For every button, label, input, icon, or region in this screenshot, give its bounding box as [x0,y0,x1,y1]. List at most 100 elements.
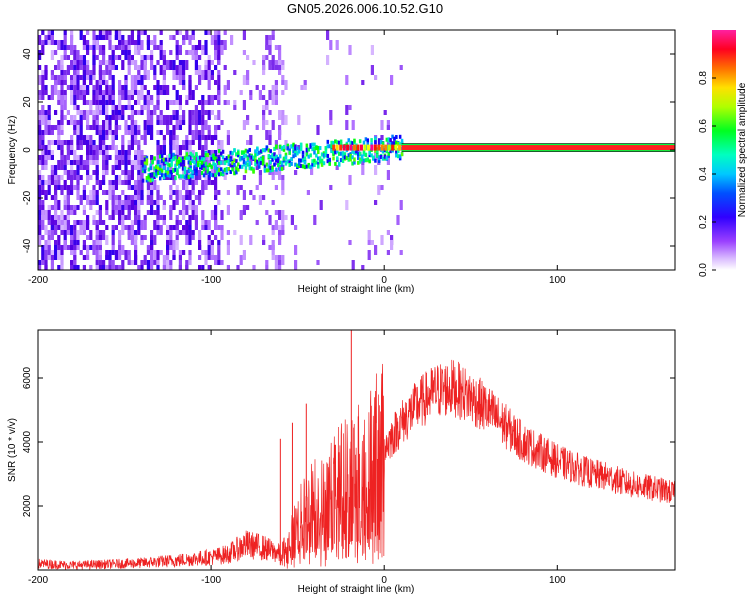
spectrogram-cell [297,158,301,163]
spectrogram-cell [210,245,214,255]
spectrogram-cell [143,85,147,90]
spectrogram-cell [70,160,74,165]
spectrogram-cell [38,235,42,245]
spectrogram-cell [250,166,253,171]
spectrogram-cell [351,149,354,154]
spectrogram-cell [216,166,219,171]
spectrogram-cell [70,265,74,270]
spectrogram-cell [151,177,154,182]
spectrogram-cell [134,185,138,190]
spectrogram-cell [159,115,163,120]
spectrogram-cell [86,60,90,65]
spectrogram-cell [214,156,217,161]
spectrogram-cell [255,185,259,190]
spectrogram-cell [79,250,83,255]
spectrogram-cell [185,235,189,245]
spectrogram-cell [345,155,349,160]
spectrogram-cell [235,166,238,171]
spectrogram-cell [316,125,320,135]
spectrogram-cell [169,35,173,40]
spectrogram-cell [242,162,246,167]
spectrogram-cell [114,135,118,140]
spectrogram-cell [114,125,118,135]
spectrogram-cell [105,135,109,140]
spectrogram-cell [166,125,170,135]
spectrogram-cell [294,225,298,230]
spectrogram-cell [98,80,102,85]
spectrogram-cell [399,250,403,255]
spectrogram-cell [98,185,102,190]
spectrogram-cell [249,190,253,195]
spectrogram-cell [162,165,166,170]
spectrogram-cell [349,144,353,151]
spectrogram-cell [194,205,198,215]
spectrogram-cell [172,225,176,230]
spectrogram-cell [265,130,269,140]
spectrogram-cell [159,90,163,95]
spectrogram-cell [342,144,346,151]
spectrogram-cell [86,100,90,105]
spectrogram-cell [143,255,147,265]
spectrogram-cell [162,265,166,270]
spectrogram-cell [111,250,115,255]
spectrogram-cell [218,167,221,172]
spectrogram-cell [114,210,118,215]
spectrogram-cell [159,195,163,200]
spectrogram-cell [239,90,243,95]
spectrogram-cell [105,265,109,270]
spectrogram-cell [207,245,211,255]
spectrogram-cell [130,135,134,140]
spectrogram-cell [105,200,109,210]
spectrogram-cell [220,45,224,55]
spectrogram-cell [102,175,106,180]
spectrogram-cell [240,156,244,161]
spectrogram-cell [143,65,147,75]
spectrogram-cell [47,40,51,45]
spectrogram-cell [349,153,352,158]
spectrogram-cell [214,125,218,130]
spectrogram-cell [89,265,93,270]
spectrogram-cell [124,175,128,180]
spectrogram-cell [114,165,118,170]
spectrogram-cell [118,230,122,240]
spectrogram-cell [118,200,122,210]
spectrogram-cell [86,125,90,130]
spectrogram-cell [299,163,303,168]
spectrogram-cell [79,65,83,70]
spectrogram-cell [50,130,54,135]
spectrogram-cell [217,190,221,195]
spectrogram-cell [162,115,166,125]
spectrogram-cell [182,110,186,115]
spectrogram-cell [98,235,102,240]
spectrogram-cell [175,195,179,200]
spectrogram-cell [309,144,312,149]
spectrogram-cell [216,170,219,175]
spectrogram-cell [275,144,278,149]
spectrogram-cell [86,30,90,35]
spectrogram-cell [66,145,70,155]
spectrogram-cell [208,173,212,178]
spectrogram-cell [236,265,240,270]
spectrogram-cell [309,153,312,158]
spectrogram-cell [231,160,234,165]
spectrogram-cell [244,161,248,166]
spectrogram-cell [118,55,122,60]
spectrogram-cell [212,155,215,160]
spectrogram-cell [38,175,42,180]
spectrogram-cell [82,230,86,235]
spectrogram-cell [137,190,141,195]
spectrogram-cell [41,30,45,35]
spectrogram-cell [127,230,131,240]
spectrogram-cell [265,55,269,60]
spectrogram-cell [277,160,280,165]
spectrogram-cell [54,40,58,45]
spectrogram-cell [79,95,83,100]
spectrogram-cell [227,167,231,172]
figure-title: GN05.2026.006.10.52.G10 [287,1,443,16]
spectrogram-cell [194,180,198,185]
spectrogram-cell [105,255,109,260]
spectrogram-cell [275,154,278,159]
spectrogram-cell [202,157,206,162]
spectrogram-cell [124,200,128,210]
spectrogram-cell [70,115,74,125]
